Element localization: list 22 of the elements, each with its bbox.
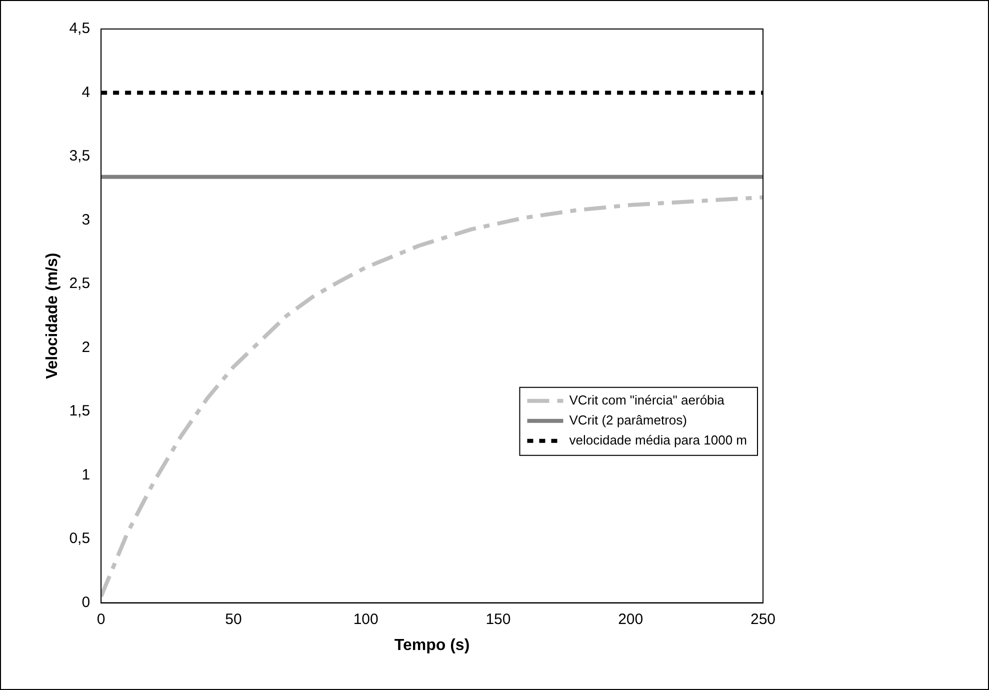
y-tick-label: 0 (82, 594, 90, 611)
y-tick-label: 0,5 (69, 530, 90, 548)
y-tick-label: 2 (82, 338, 90, 356)
x-tick-label: 100 (353, 610, 378, 628)
x-tick-label: 150 (486, 610, 511, 628)
x-tick-label: 0 (96, 610, 106, 628)
y-tick-label: 4,5 (69, 20, 90, 38)
y-axis-title: Velocidade (m/s) (44, 252, 62, 380)
legend-label: velocidade média para 1000 m (569, 432, 747, 448)
y-tick-label: 1 (82, 466, 90, 484)
y-tick-label: 2,5 (69, 275, 90, 292)
y-tick-label: 3,5 (69, 148, 90, 165)
legend-label: VCrit (2 parâmetros) (569, 412, 687, 428)
y-tick-label: 4 (82, 84, 90, 101)
x-tick-label: 250 (750, 610, 776, 628)
legend-label: VCrit com "inércia" aeróbia (569, 392, 726, 408)
x-axis-title: Tempo (s) (394, 636, 470, 654)
y-tick-label: 1,5 (69, 402, 90, 420)
x-tick-label: 50 (225, 610, 242, 628)
y-tick-label: 3 (82, 211, 90, 228)
x-tick-label: 200 (618, 610, 644, 628)
line-series (101, 195, 763, 598)
